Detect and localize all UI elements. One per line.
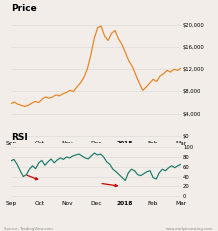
Text: www.earlyinvesting.com: www.earlyinvesting.com [166, 227, 214, 231]
Text: Source: TradingView.com: Source: TradingView.com [4, 227, 53, 231]
Text: Price: Price [11, 4, 37, 13]
Text: RSI: RSI [11, 134, 28, 143]
